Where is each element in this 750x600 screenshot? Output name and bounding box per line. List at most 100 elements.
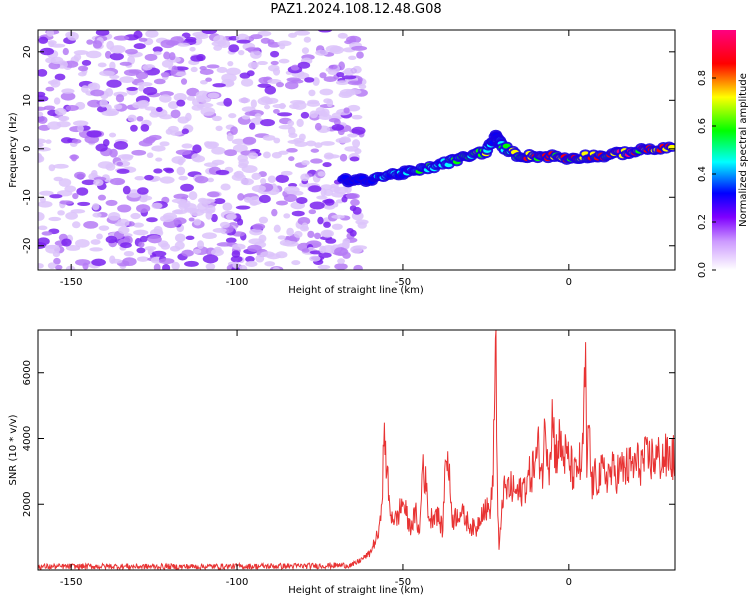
noise-blob bbox=[75, 239, 90, 248]
noise-blob bbox=[315, 49, 329, 56]
noise-region bbox=[38, 30, 369, 270]
noise-blob bbox=[239, 72, 251, 79]
noise-blob bbox=[58, 115, 70, 122]
signal-ridge bbox=[337, 129, 675, 188]
noise-blob bbox=[277, 235, 287, 240]
noise-blob bbox=[138, 140, 153, 147]
noise-blob bbox=[248, 152, 259, 160]
noise-blob bbox=[294, 30, 311, 36]
noise-blob bbox=[133, 229, 149, 236]
noise-blob bbox=[317, 216, 324, 225]
noise-blob bbox=[300, 173, 310, 182]
noise-blob bbox=[200, 79, 208, 85]
colorbar-tick-label: 0.0 bbox=[697, 262, 708, 278]
noise-blob bbox=[65, 211, 78, 220]
noise-blob bbox=[175, 71, 187, 77]
noise-blob bbox=[216, 66, 228, 73]
noise-blob bbox=[350, 245, 363, 254]
noise-blob bbox=[132, 222, 144, 228]
noise-blob bbox=[194, 175, 209, 184]
noise-blob bbox=[309, 110, 319, 119]
noise-blob bbox=[180, 78, 188, 85]
noise-blob bbox=[227, 60, 234, 67]
noise-blob bbox=[109, 45, 126, 54]
noise-blob bbox=[257, 83, 272, 88]
noise-blob bbox=[38, 95, 49, 103]
noise-blob bbox=[271, 208, 278, 217]
noise-blob bbox=[122, 257, 137, 267]
noise-blob bbox=[349, 205, 357, 212]
noise-blob bbox=[160, 39, 176, 49]
noise-blob bbox=[177, 42, 190, 47]
noise-blob bbox=[144, 174, 154, 181]
noise-blob bbox=[60, 92, 76, 101]
noise-blob bbox=[228, 44, 240, 53]
noise-blob bbox=[240, 78, 254, 87]
noise-blob bbox=[145, 136, 157, 142]
chart-title: PAZ1.2024.108.12.48.G08 bbox=[270, 2, 441, 17]
noise-blob bbox=[46, 30, 55, 37]
noise-blob bbox=[133, 43, 146, 50]
noise-blob bbox=[113, 140, 129, 150]
noise-blob bbox=[306, 101, 321, 107]
noise-blob bbox=[161, 59, 174, 68]
noise-blob bbox=[264, 261, 276, 267]
noise-blob bbox=[39, 196, 46, 204]
noise-blob bbox=[235, 205, 251, 210]
noise-blob bbox=[169, 130, 183, 136]
noise-blob bbox=[318, 30, 333, 33]
noise-blob bbox=[288, 32, 298, 38]
noise-blob bbox=[349, 156, 360, 162]
spectrogram-x-ticks: -150 -100 -50 0 bbox=[60, 30, 572, 288]
noise-blob bbox=[335, 80, 349, 86]
noise-blob bbox=[319, 72, 327, 79]
noise-blob bbox=[250, 50, 262, 59]
noise-blob bbox=[207, 92, 220, 99]
noise-blob bbox=[38, 237, 50, 246]
noise-blob bbox=[120, 242, 132, 249]
noise-blob bbox=[151, 250, 167, 257]
noise-blob bbox=[38, 116, 48, 124]
noise-blob bbox=[138, 99, 150, 108]
snr-x-ticks: -150 -100 -50 0 bbox=[60, 330, 572, 588]
noise-blob bbox=[324, 154, 340, 159]
noise-blob bbox=[271, 151, 282, 159]
noise-blob bbox=[231, 138, 246, 145]
y-tick-label: 6000 bbox=[22, 360, 33, 385]
noise-blob bbox=[159, 215, 175, 223]
noise-blob bbox=[65, 265, 76, 270]
noise-blob bbox=[200, 106, 216, 116]
noise-blob bbox=[308, 185, 322, 193]
noise-blob bbox=[139, 235, 148, 243]
noise-blob bbox=[348, 55, 357, 61]
noise-blob bbox=[333, 118, 341, 126]
noise-blob bbox=[317, 171, 326, 177]
noise-blob bbox=[190, 66, 198, 73]
noise-blob bbox=[136, 247, 146, 254]
noise-blob bbox=[205, 263, 216, 270]
noise-blob bbox=[109, 177, 126, 186]
noise-blob bbox=[117, 154, 134, 159]
noise-blob bbox=[45, 244, 60, 249]
noise-blob bbox=[108, 132, 117, 138]
noise-blob bbox=[323, 204, 336, 210]
noise-blob bbox=[300, 111, 310, 119]
noise-blob bbox=[87, 83, 98, 90]
noise-blob bbox=[137, 82, 153, 87]
noise-blob bbox=[244, 111, 258, 116]
noise-blob bbox=[53, 97, 61, 105]
noise-blob bbox=[93, 179, 104, 186]
noise-blob bbox=[319, 88, 334, 96]
noise-blob bbox=[245, 256, 255, 263]
noise-blob bbox=[54, 73, 66, 81]
noise-blob bbox=[267, 41, 281, 48]
noise-blob bbox=[75, 259, 91, 266]
noise-blob bbox=[273, 108, 280, 114]
noise-blob bbox=[117, 204, 132, 213]
noise-blob bbox=[57, 210, 65, 216]
noise-blob bbox=[345, 193, 360, 200]
noise-blob bbox=[179, 202, 191, 208]
noise-blob bbox=[191, 153, 201, 162]
x-tick-label: 0 bbox=[566, 577, 572, 588]
noise-blob bbox=[195, 90, 211, 100]
